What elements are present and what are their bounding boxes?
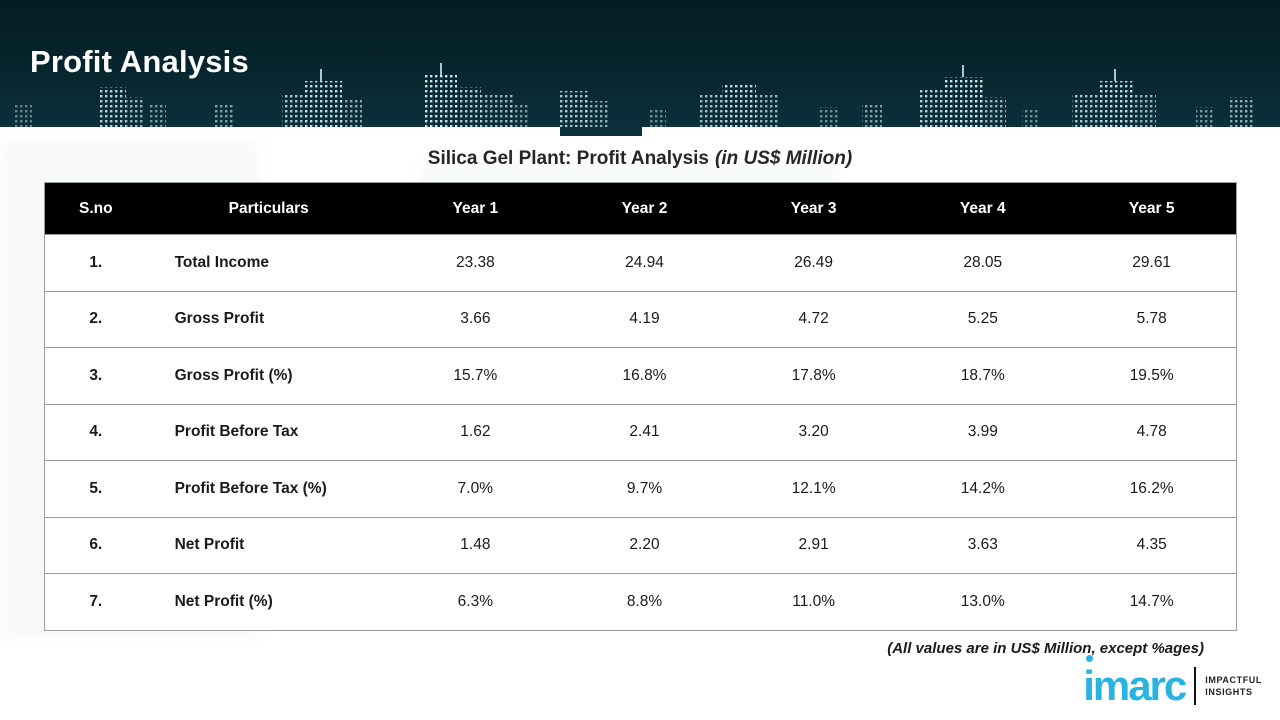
header-notch [560,127,642,136]
table-row: 5. Profit Before Tax (%) 7.0% 9.7% 12.1%… [44,460,1237,517]
col-header-particulars: Particulars [146,182,391,235]
row-sno: 2. [44,290,147,348]
row-value-year1: 1.62 [390,403,560,461]
table-row: 6. Net Profit 1.48 2.20 2.91 3.63 4.35 [44,516,1237,574]
row-value-year5: 16.2% [1067,460,1237,517]
page-title: Profit Analysis [30,44,249,79]
row-particulars: Net Profit (%) [146,573,391,630]
imarc-wordmark: imarc [1083,662,1187,709]
row-sno: 6. [44,516,147,574]
row-value-year4: 3.63 [898,516,1068,574]
row-sno: 4. [44,403,147,461]
logo-tagline-line1: IMPACTFUL [1205,674,1262,685]
slide-header: Profit Analysis [0,0,1280,127]
row-value-year1: 6.3% [390,573,560,630]
table-row: 7. Net Profit (%) 6.3% 8.8% 11.0% 13.0% … [44,573,1237,630]
row-value-year4: 13.0% [898,573,1068,630]
row-particulars: Total Income [146,234,391,291]
row-particulars: Net Profit [146,516,391,574]
row-value-year4: 5.25 [898,290,1068,348]
row-value-year4: 18.7% [898,347,1068,404]
imarc-wordmark-wrap: imarc [1083,655,1187,709]
row-value-year4: 14.2% [898,460,1068,517]
row-value-year1: 15.7% [390,347,560,404]
profit-analysis-table: S.no Particulars Year 1 Year 2 Year 3 Ye… [44,182,1237,631]
imarc-logo: imarc IMPACTFUL INSIGHTS [1083,655,1262,712]
row-particulars: Profit Before Tax (%) [146,460,391,517]
row-value-year2: 8.8% [559,573,730,630]
table-title-unit: (in US$ Million) [715,148,853,169]
row-value-year3: 4.72 [729,290,899,348]
city-skyline-graphic [14,63,1254,127]
row-sno: 3. [44,347,147,404]
row-sno: 5. [44,460,147,517]
row-value-year5: 19.5% [1067,347,1237,404]
logo-tagline-line2: INSIGHTS [1205,687,1253,697]
col-header-sno: S.no [44,182,147,235]
row-value-year2: 16.8% [559,347,730,404]
row-value-year3: 17.8% [729,347,899,404]
table-title: Silica Gel Plant: Profit Analysis (in US$… [0,148,1280,170]
row-value-year2: 9.7% [559,460,730,517]
row-value-year5: 29.61 [1067,234,1237,291]
table-header-row: S.no Particulars Year 1 Year 2 Year 3 Ye… [44,182,1237,235]
table-row: 2. Gross Profit 3.66 4.19 4.72 5.25 5.78 [44,290,1237,348]
table-row: 1. Total Income 23.38 24.94 26.49 28.05 … [44,234,1237,291]
row-value-year3: 2.91 [729,516,899,574]
row-value-year2: 4.19 [559,290,730,348]
row-value-year1: 3.66 [390,290,560,348]
table-title-text: Silica Gel Plant: Profit Analysis [427,148,709,169]
row-value-year3: 12.1% [729,460,899,517]
col-header-year2: Year 2 [559,182,730,235]
col-header-year3: Year 3 [729,182,899,235]
table-row: 4. Profit Before Tax 1.62 2.41 3.20 3.99… [44,403,1237,461]
table-row: 3. Gross Profit (%) 15.7% 16.8% 17.8% 18… [44,347,1237,404]
row-value-year3: 3.20 [729,403,899,461]
logo-tagline: IMPACTFUL INSIGHTS [1205,674,1262,698]
row-value-year3: 26.49 [729,234,899,291]
row-value-year3: 11.0% [729,573,899,630]
row-value-year1: 23.38 [390,234,560,291]
row-value-year5: 4.35 [1067,516,1237,574]
row-particulars: Gross Profit [146,290,391,348]
col-header-year1: Year 1 [390,182,560,235]
logo-dot-icon [1086,655,1094,662]
row-value-year1: 1.48 [390,516,560,574]
row-value-year4: 3.99 [898,403,1068,461]
col-header-year4: Year 4 [898,182,1068,235]
row-particulars: Gross Profit (%) [146,347,391,404]
row-value-year5: 14.7% [1067,573,1237,630]
row-value-year4: 28.05 [898,234,1068,291]
row-value-year2: 2.20 [559,516,730,574]
row-value-year1: 7.0% [390,460,560,517]
row-value-year2: 2.41 [559,403,730,461]
col-header-year5: Year 5 [1067,182,1237,235]
row-particulars: Profit Before Tax [146,403,391,461]
row-value-year5: 5.78 [1067,290,1237,348]
values-footnote: (All values are in US$ Million, except %… [887,640,1204,657]
logo-divider [1194,667,1197,705]
row-value-year2: 24.94 [559,234,730,291]
row-value-year5: 4.78 [1067,403,1237,461]
row-sno: 1. [44,234,147,291]
row-sno: 7. [44,573,147,630]
